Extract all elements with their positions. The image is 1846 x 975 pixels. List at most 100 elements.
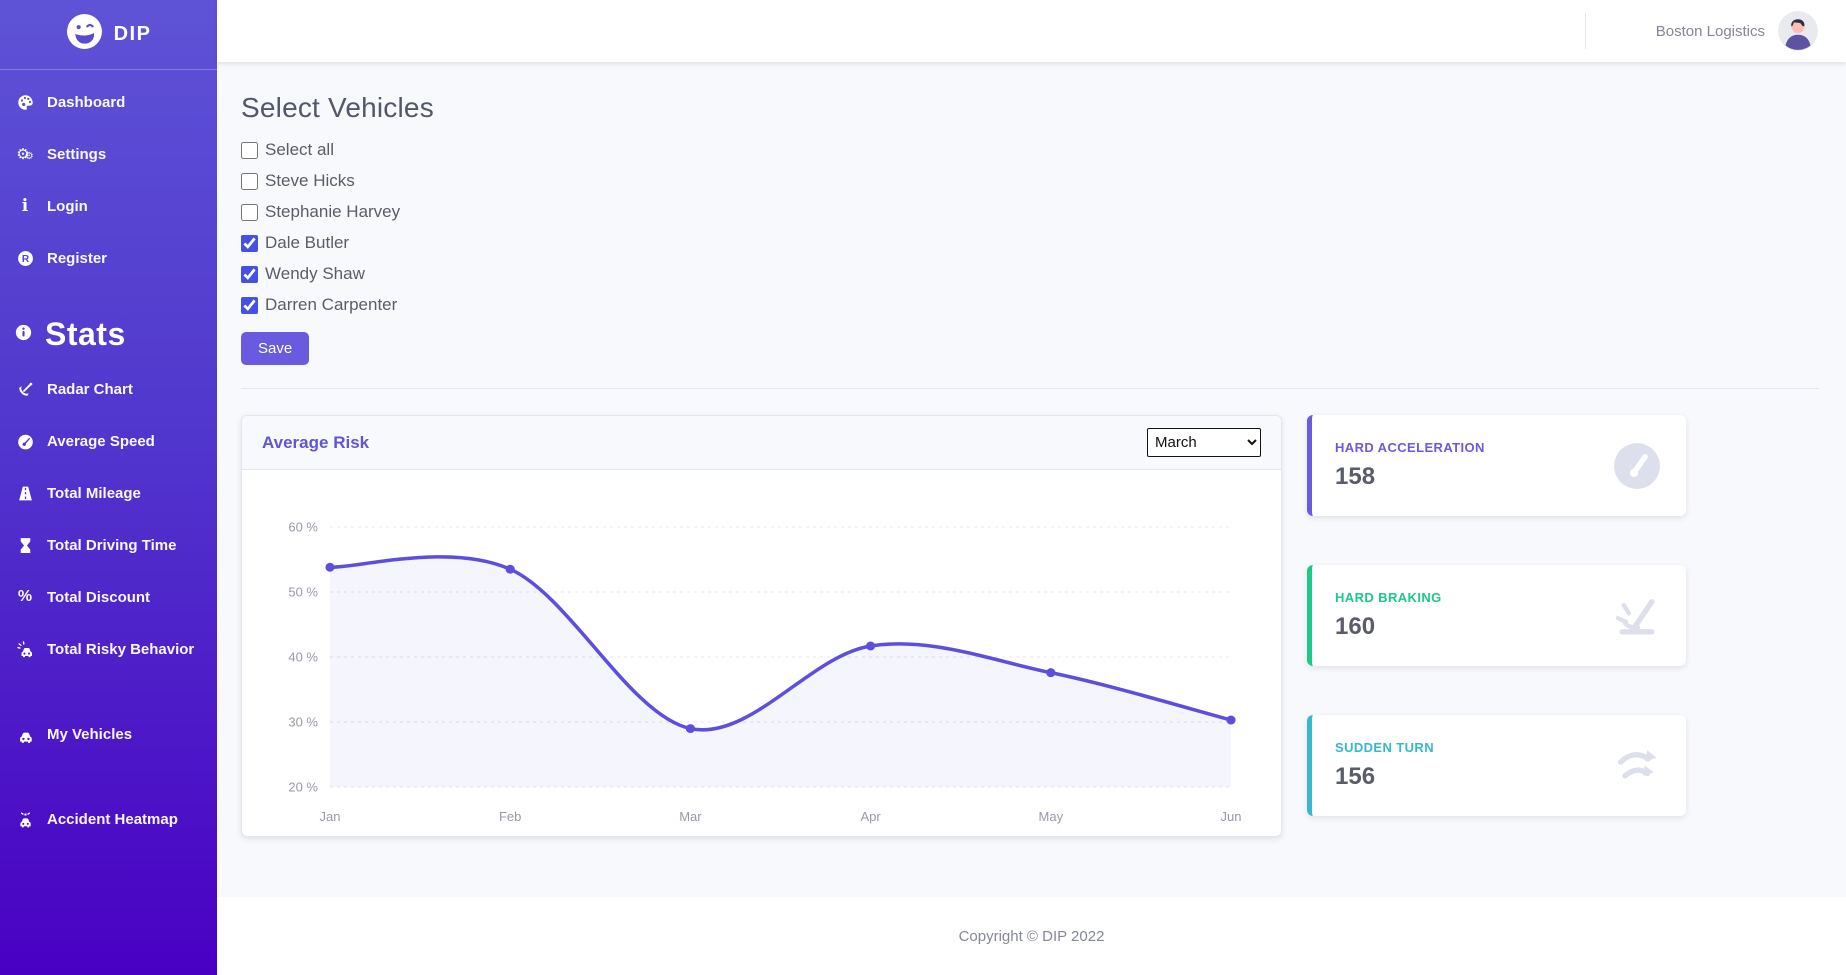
vehicle-checkbox-label: Select all [265,140,334,159]
svg-text:Jan: Jan [320,809,341,824]
vehicle-checkbox-select-all[interactable] [241,141,258,159]
brand[interactable]: DIP [0,0,217,67]
vehicle-row-stephanie-harvey[interactable]: Stephanie Harvey [241,202,1819,222]
sidebar-item-label: Accident Heatmap [47,810,178,828]
registered-icon: R [15,249,35,267]
percent-icon: % [17,588,33,605]
skid-icon [1613,592,1661,640]
speedometer-icon [15,432,35,450]
vehicle-checkbox-steve-hicks[interactable] [241,172,258,190]
svg-text:30 %: 30 % [288,715,318,730]
stat-card-sudden-turn: SUDDEN TURN 156 [1307,715,1686,816]
vehicle-checkbox-label: Darren Carpenter [265,295,398,314]
stat-card-text: HARD ACCELERATION 158 [1335,440,1485,491]
sidebar-item-label: Settings [47,145,107,163]
chart-title: Average Risk [262,432,370,452]
svg-text:40 %: 40 % [288,650,318,665]
car-icon [15,725,35,743]
sidebar-item-total-discount[interactable]: % Total Discount [0,571,217,623]
info-circle-icon [15,324,32,346]
sidebar-item-login[interactable]: i Login [0,180,217,232]
chart-card-header: Average Risk March [242,416,1281,470]
stat-card-hard-acceleration: HARD ACCELERATION 158 [1307,415,1686,516]
stat-card-label: SUDDEN TURN [1335,740,1435,755]
average-risk-card: Average Risk March 60 % 50 % 40 % 30 % 20 % J… [241,415,1282,837]
vehicle-row-select-all[interactable]: Select all [241,140,1819,160]
sidebar-item-label: Total Risky Behavior [47,640,195,658]
svg-text:Mar: Mar [679,809,702,824]
sidebar-item-label: Total Discount [47,588,151,606]
content-divider [241,388,1819,389]
sidebar-item-label: Radar Chart [47,380,133,398]
sidebar-item-radar-chart[interactable]: Radar Chart [0,363,217,415]
radar-dish-icon [15,380,35,398]
road-icon [15,484,35,502]
page-content: Select Vehicles Select all Steve Hicks Ste… [217,62,1846,897]
stats-section-heading: Stats [0,284,217,363]
month-select[interactable]: March [1147,428,1261,457]
sidebar-item-label: Total Driving Time [47,536,177,554]
sidebar-item-label: Register [47,249,108,267]
stat-card-value: 160 [1335,613,1376,640]
svg-text:60 %: 60 % [288,520,318,535]
topbar: Boston Logistics [217,0,1846,62]
average-risk-line-chart: 60 % 50 % 40 % 30 % 20 %Jan Feb Mar Apr May Jun [288,520,1242,825]
winking-smiley-logo-icon [66,13,103,55]
vehicle-row-steve-hicks[interactable]: Steve Hicks [241,171,1819,191]
svg-text:50 %: 50 % [288,585,318,600]
vehicle-checkbox-darren-carpenter[interactable] [241,296,258,314]
stat-card-hard-braking: HARD BRAKING 160 [1307,565,1686,666]
stat-card-text: HARD BRAKING 160 [1335,590,1442,641]
vehicle-checkbox-label: Dale Butler [265,233,350,252]
svg-text:20 %: 20 % [288,780,318,795]
vehicle-checkbox-wendy-shaw[interactable] [241,265,258,283]
svg-text:R: R [21,254,29,265]
sidebar-item-settings[interactable]: ⚙ ⚙ Settings [0,128,217,180]
info-icon: i [21,195,29,216]
topbar-divider [1584,13,1586,49]
vehicle-checkbox-label: Steve Hicks [265,171,355,190]
vehicle-checkbox-stephanie-harvey[interactable] [241,203,258,221]
vehicle-checkbox-dale-butler[interactable] [241,234,258,252]
chart-card-body: 60 % 50 % 40 % 30 % 20 % Jan Feb Mar Apr May Jun [242,470,1281,836]
svg-text:May: May [1039,809,1064,824]
account-menu[interactable]: Boston Logistics [1656,11,1818,51]
stat-card-value: 158 [1335,463,1376,490]
car-crash-icon [15,640,35,658]
sidebar-item-label: My Vehicles [47,725,133,743]
save-button[interactable]: Save [241,332,310,365]
sidebar-item-label: Average Speed [47,432,155,450]
sidebar-item-label: Total Mileage [47,484,141,502]
stat-cards-column: HARD ACCELERATION 158 HARD BRAKING 160 SUDDE… [1307,415,1686,865]
svg-text:Jun: Jun [1221,809,1242,824]
stat-card-label: HARD ACCELERATION [1335,440,1485,455]
sidebar: DIP Dashboard ⚙ ⚙ Settings i Login R Register S… [0,0,217,975]
sidebar-item-average-speed[interactable]: Average Speed [0,415,217,467]
sidebar-item-accident-heatmap[interactable]: Accident Heatmap [0,793,217,845]
sidebar-item-dashboard[interactable]: Dashboard [0,76,217,128]
settings-icon: ⚙ ⚙ [16,145,34,163]
dashboard-icon [15,93,35,111]
sidebar-nav: Dashboard ⚙ ⚙ Settings i Login R Register [0,76,217,284]
main-column: Boston Logistics Select Vehicles Select … [217,0,1846,975]
sidebar-item-total-driving-time[interactable]: Total Driving Time [0,519,217,571]
account-name: Boston Logistics [1655,22,1765,40]
vehicle-checkbox-label: Wendy Shaw [265,264,365,283]
stat-card-label: HARD BRAKING [1335,590,1442,605]
sidebar-item-total-mileage[interactable]: Total Mileage [0,467,217,519]
sidebar-item-label: Dashboard [47,93,126,111]
svg-text:Feb: Feb [499,809,521,824]
vehicle-row-darren-carpenter[interactable]: Darren Carpenter [241,295,1819,315]
stat-card-value: 156 [1335,763,1376,790]
vehicle-row-dale-butler[interactable]: Dale Butler [241,233,1819,253]
vehicle-row-wendy-shaw[interactable]: Wendy Shaw [241,264,1819,284]
sidebar-item-total-risky-behavior[interactable]: Total Risky Behavior [0,623,217,675]
police-car-icon [15,810,35,828]
dashboard-row: Average Risk March 60 % 50 % 40 % 30 % 20 % J… [241,415,1819,865]
sidebar-item-my-vehicles[interactable]: My Vehicles [0,708,217,760]
gauge-icon [1613,442,1661,490]
sidebar-item-register[interactable]: R Register [0,232,217,284]
footer: Copyright © DIP 2022 [217,897,1846,975]
page-title: Select Vehicles [241,92,434,123]
sidebar-item-label: Login [47,197,88,215]
